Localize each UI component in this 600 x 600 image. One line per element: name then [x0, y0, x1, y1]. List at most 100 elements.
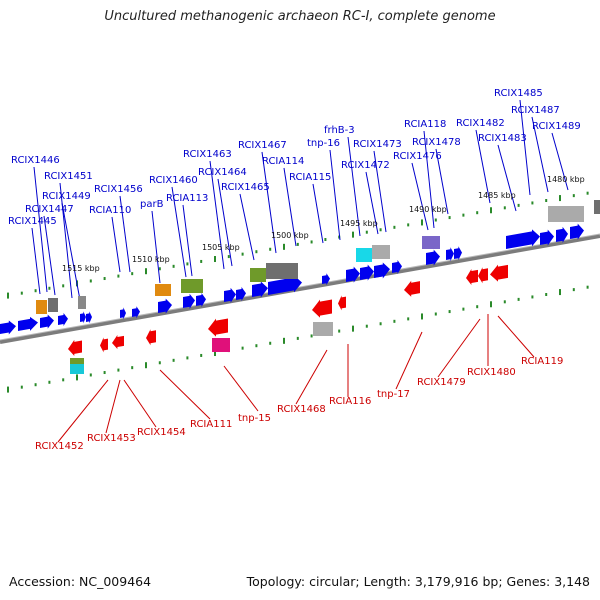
gene-label: RCIX1451 [44, 171, 93, 182]
tick-mark [145, 268, 147, 275]
tick-mark [365, 230, 368, 234]
tick-mark [103, 277, 106, 281]
gene-arrow-reverse [466, 269, 478, 286]
tick-mark [476, 305, 479, 309]
gene-arrow-forward [120, 307, 126, 320]
gene-label: RCIA110 [89, 205, 131, 216]
tick-mark [186, 262, 189, 266]
tick-mark [310, 240, 313, 244]
leader-line [411, 162, 429, 231]
gene-label: RCIX1487 [511, 105, 560, 116]
gene-arrow-forward [360, 264, 374, 281]
gene-label: RCIX1447 [25, 204, 74, 215]
gene-label: RCIA113 [166, 193, 208, 204]
tick-mark [338, 329, 341, 333]
gene-label: RCIX1473 [353, 139, 402, 150]
leader-line [347, 136, 361, 237]
gene-label: RCIX1452 [35, 441, 84, 452]
tick-mark [572, 194, 575, 198]
gene-arrow-forward [426, 249, 440, 266]
gene-arrow-reverse [404, 280, 420, 297]
rna-feature [250, 268, 266, 282]
tick-mark [531, 201, 534, 205]
gene-arrow-forward [40, 314, 54, 329]
leader-line [497, 144, 517, 212]
tick-mark [214, 256, 216, 263]
gene-arrow-forward [454, 246, 462, 261]
gene-arrow-reverse [68, 339, 82, 356]
tick-mark [462, 213, 465, 217]
rna-feature [372, 245, 390, 259]
tick-mark [434, 218, 437, 222]
gene-label: RCIX1464 [198, 167, 247, 178]
tick-mark [310, 334, 313, 338]
tick-mark [7, 386, 9, 393]
rna-feature [70, 358, 84, 364]
rna-feature [356, 248, 372, 262]
gene-arrow-reverse [100, 337, 108, 353]
tick-mark [503, 206, 506, 210]
rna-feature [48, 298, 58, 312]
rna-feature [313, 322, 333, 336]
tick-mark [172, 358, 175, 362]
tick-mark [559, 195, 561, 202]
tick-mark [34, 289, 37, 293]
leader-line [329, 149, 341, 241]
gene-label: RCIA116 [329, 396, 371, 407]
gene-label: tnp-15 [238, 413, 271, 424]
tick-mark [462, 307, 465, 311]
tick-mark [379, 322, 382, 326]
rna-feature [266, 263, 298, 279]
gene-arrow-forward [540, 229, 554, 246]
tick-mark [352, 231, 354, 238]
leader-lines [31, 99, 569, 443]
gene-arrow-forward [0, 320, 16, 335]
rna-feature [594, 200, 600, 214]
tick-mark [421, 219, 423, 226]
leader-line [151, 210, 161, 284]
tick-mark [89, 373, 92, 377]
tick-mark [531, 295, 534, 299]
tick-mark [448, 216, 451, 220]
gene-arrow-forward [80, 311, 86, 324]
tick-mark [503, 300, 506, 304]
tick-mark [296, 336, 299, 340]
gene-label: RCIA119 [521, 356, 563, 367]
tick-mark [200, 259, 203, 263]
tick-mark [241, 346, 244, 350]
tick-mark [490, 207, 492, 214]
tick-mark [117, 368, 120, 372]
gene-label: RCIX1478 [412, 137, 461, 148]
gene-arrow-forward [346, 266, 360, 283]
leader-line [437, 318, 481, 378]
tick-mark [490, 301, 492, 308]
gene-arrow-forward [86, 311, 92, 324]
kbp-label: 1495 kbp [340, 219, 378, 228]
gene-arrow-reverse [208, 318, 228, 337]
gene-label: RCIX1453 [87, 433, 136, 444]
leader-line [61, 202, 81, 301]
tick-mark [62, 378, 65, 382]
rna-feature [422, 236, 440, 249]
gene-label: tnp-17 [377, 389, 410, 400]
backbone [0, 233, 600, 344]
leader-line [519, 99, 531, 196]
gene-arrow-forward [58, 313, 68, 327]
gene-arrow-reverse [478, 267, 488, 284]
gene-label: RCIX1479 [417, 377, 466, 388]
gene-label: RCIA118 [404, 119, 446, 130]
kbp-label: 1510 kbp [132, 255, 170, 264]
kbp-scale: 1515 kbp 1510 kbp 1505 kbp 1500 kbp 1495… [62, 175, 585, 273]
gene-arrow-reverse [490, 264, 508, 282]
gene-label: RCIX1445 [8, 216, 57, 227]
gene-arrow-forward [252, 281, 268, 298]
tick-mark [241, 252, 244, 256]
leader-line [551, 132, 569, 191]
leader-line [531, 116, 549, 193]
rna-feature [155, 284, 171, 296]
gene-arrow-forward [158, 298, 172, 314]
leader-line [395, 331, 423, 390]
map-title: Uncultured methanogenic archaeon RC-I, c… [104, 9, 496, 24]
leader-line [217, 178, 233, 267]
